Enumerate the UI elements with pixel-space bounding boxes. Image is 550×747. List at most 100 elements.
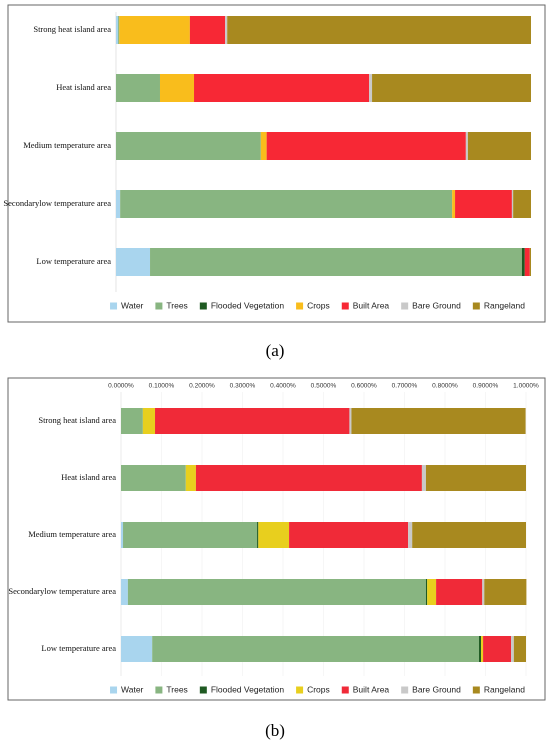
- bar-segment: [225, 16, 228, 44]
- y-tick-label: Low temperature area: [36, 256, 111, 266]
- x-tick-label: 0.7000%: [392, 383, 418, 390]
- bar-segment: [266, 132, 466, 160]
- bar-segment: [511, 636, 514, 662]
- x-tick-label: 0.0000%: [108, 383, 134, 390]
- bar-segment: [257, 522, 259, 548]
- bar-segment: [369, 74, 373, 102]
- bar-segment: [455, 190, 512, 218]
- bar-segment: [481, 636, 484, 662]
- x-tick-label: 0.1000%: [149, 383, 175, 390]
- x-tick-label: 0.2000%: [189, 383, 215, 390]
- bar-segment: [150, 248, 522, 276]
- y-tick-label: Heat island area: [56, 82, 111, 92]
- legend-label: Bare Ground: [412, 684, 461, 694]
- legend-label: Built Area: [353, 300, 390, 310]
- caption: (b): [265, 721, 285, 740]
- legend-label: Crops: [307, 684, 330, 694]
- caption: (a): [266, 341, 285, 360]
- bar-segment: [421, 465, 426, 491]
- bar-segment: [351, 408, 526, 434]
- x-tick-label: 0.9000%: [473, 383, 499, 390]
- legend-label: Crops: [307, 300, 330, 310]
- bar-segment: [425, 465, 526, 491]
- bar-segment: [127, 579, 426, 605]
- legend-label: Bare Ground: [412, 300, 461, 310]
- bar-segment: [436, 579, 483, 605]
- legend-label: Trees: [166, 300, 187, 310]
- bar-segment: [116, 190, 121, 218]
- legend-swatch: [110, 302, 118, 310]
- legend-swatch: [110, 686, 118, 694]
- bar-segment: [524, 248, 530, 276]
- bar-segment: [121, 408, 143, 434]
- bar-segment: [116, 74, 160, 102]
- bar-segment: [511, 190, 514, 218]
- bar-segment: [121, 522, 124, 548]
- bar-segment: [258, 522, 290, 548]
- legend-swatch: [296, 302, 304, 310]
- bar-segment: [484, 579, 527, 605]
- bar-segment: [289, 522, 409, 548]
- legend-swatch: [341, 686, 349, 694]
- bar-segment: [521, 248, 525, 276]
- legend-swatch: [472, 302, 480, 310]
- bar-segment: [194, 74, 370, 102]
- legend-label: Rangeland: [484, 300, 525, 310]
- bar-segment: [483, 636, 512, 662]
- legend-label: Rangeland: [484, 684, 525, 694]
- legend-label: Water: [121, 684, 144, 694]
- bar-segment: [116, 16, 119, 44]
- legend-label: Built Area: [353, 684, 390, 694]
- bar-segment: [412, 522, 526, 548]
- y-tick-label: Strong heat island area: [38, 415, 116, 425]
- bar-segment: [121, 636, 153, 662]
- bar-segment: [118, 16, 120, 44]
- legend-swatch: [199, 302, 207, 310]
- bar-segment: [349, 408, 352, 434]
- y-tick-label: Medium temperature area: [23, 140, 111, 150]
- bar-segment: [185, 465, 196, 491]
- bar-segment: [467, 132, 531, 160]
- bar-segment: [119, 16, 190, 44]
- bar-segment: [479, 636, 482, 662]
- legend-label: Flooded Vegetation: [211, 300, 285, 310]
- y-tick-label: Strong heat island area: [33, 24, 111, 34]
- legend-swatch: [401, 302, 409, 310]
- bar-segment: [227, 16, 531, 44]
- bar-segment: [425, 579, 428, 605]
- bar-segment: [195, 465, 422, 491]
- bar-segment: [482, 579, 485, 605]
- bar-segment: [372, 74, 531, 102]
- bar-segment: [260, 132, 267, 160]
- x-tick-label: 0.5000%: [311, 383, 337, 390]
- bar-segment: [513, 190, 531, 218]
- bar-segment: [142, 408, 156, 434]
- bar-segment: [123, 522, 258, 548]
- x-tick-label: 0.3000%: [230, 383, 256, 390]
- x-tick-label: 0.8000%: [432, 383, 458, 390]
- bar-segment: [427, 579, 437, 605]
- legend-swatch: [296, 686, 304, 694]
- bar-segment: [452, 190, 456, 218]
- bar-segment: [120, 190, 453, 218]
- y-tick-label: Secondarylow temperature area: [3, 198, 111, 208]
- y-tick-label: Low temperature area: [41, 643, 116, 653]
- x-tick-label: 0.6000%: [351, 383, 377, 390]
- x-tick-label: 0.4000%: [270, 383, 296, 390]
- bar-segment: [465, 132, 468, 160]
- legend-swatch: [401, 686, 409, 694]
- bar-segment: [408, 522, 413, 548]
- bar-segment: [116, 132, 261, 160]
- legend-label: Flooded Vegetation: [211, 684, 285, 694]
- bar-segment: [121, 465, 186, 491]
- bar-segment: [189, 16, 226, 44]
- legend-label: Trees: [166, 684, 187, 694]
- legend-swatch: [341, 302, 349, 310]
- bar-segment: [513, 636, 526, 662]
- bar-segment: [529, 248, 531, 276]
- legend-swatch: [199, 686, 207, 694]
- legend-swatch: [155, 302, 163, 310]
- y-tick-label: Heat island area: [61, 472, 116, 482]
- y-tick-label: Medium temperature area: [28, 529, 116, 539]
